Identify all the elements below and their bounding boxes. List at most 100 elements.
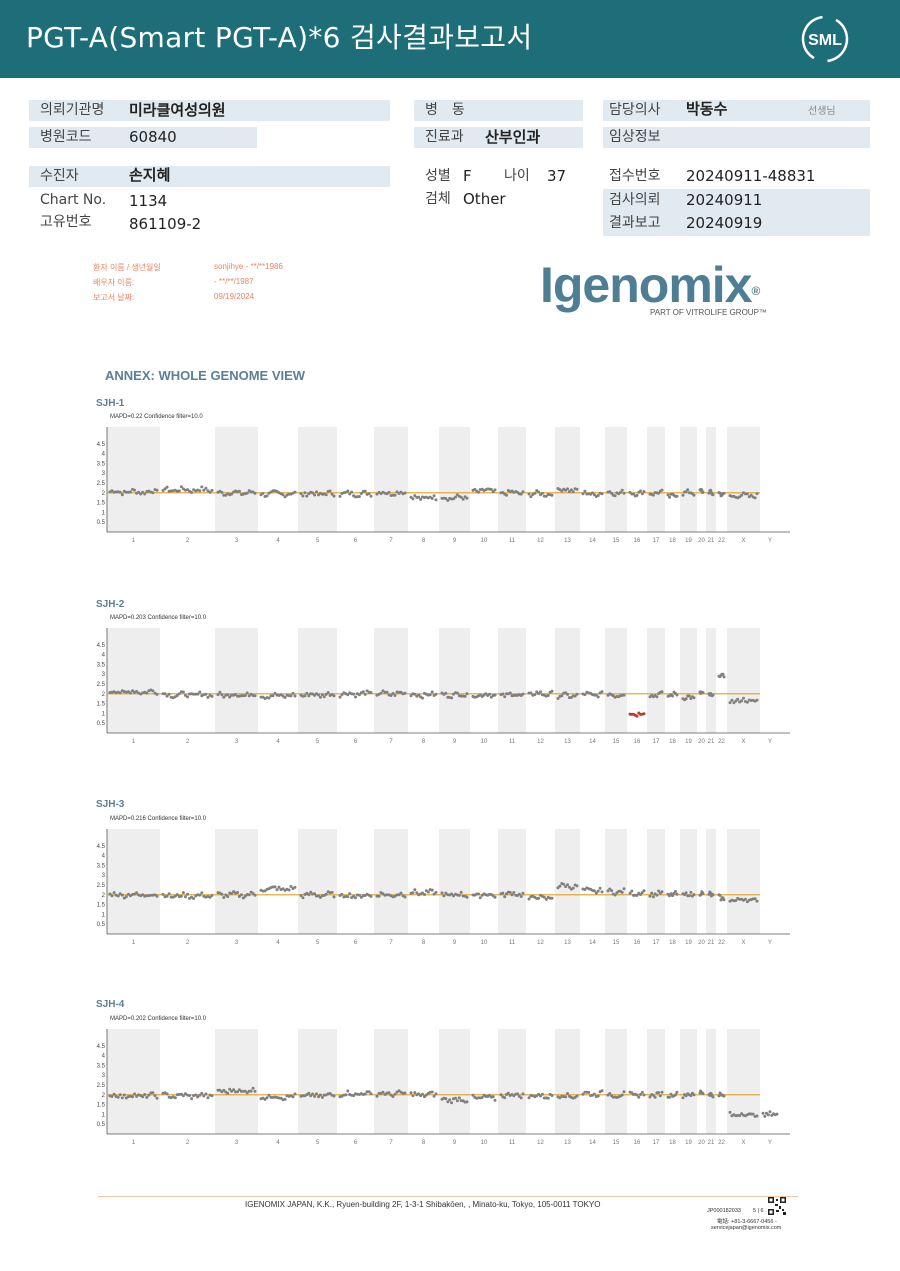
copy-number-point [635,893,639,897]
chromosome-band [555,427,580,532]
copy-number-point [143,492,147,496]
y-tick-label: 2 [102,1093,106,1099]
x-tick-label: 13 [564,739,571,745]
chart-no-value: 1134 [129,192,168,210]
copy-number-point [465,1100,469,1104]
y-tick-label: 2 [102,893,106,899]
copy-number-point [768,1110,772,1114]
igenomix-logo: Igenomix® [540,257,760,313]
copy-number-point [711,893,715,897]
chromosome-points-9 [440,1096,469,1105]
copy-number-point [639,489,642,493]
copy-number-point [287,888,291,892]
copy-number-point [751,1112,755,1116]
copy-number-point [671,694,674,698]
copy-number-point [651,895,655,899]
copy-number-point [686,488,690,492]
copy-number-point [430,888,434,892]
copy-number-point [684,1094,688,1098]
copy-number-point [133,1092,136,1096]
chromosome-points-22 [717,672,726,679]
copy-number-point [243,694,247,697]
copy-number-point [357,693,361,697]
x-tick-label: 12 [537,538,544,544]
y-tick-label: 2 [102,692,106,698]
meta-report-date-value: 09/19/2024 [214,292,255,301]
x-tick-label: 1 [132,739,136,745]
chromosome-points-16 [628,489,646,498]
copy-number-point [630,889,634,893]
copy-number-point [326,691,330,695]
copy-number-point [239,893,243,897]
copy-number-point [167,692,171,696]
chromosome-points-16 [628,711,646,718]
copy-number-point [566,1092,569,1095]
copy-number-point [566,487,569,491]
chromosome-points-14 [581,886,604,895]
copy-number-point [722,491,726,495]
x-tick-label: 13 [564,538,571,544]
copy-number-point [674,1093,677,1097]
x-tick-label: 8 [422,940,426,946]
annex-title: ANNEX: WHOLE GENOME VIEW [105,368,306,383]
copy-number-point [533,693,537,697]
copy-number-point [253,694,257,698]
chromosome-points-7 [375,891,407,899]
x-tick-label: 22 [718,739,725,745]
copy-number-point [346,489,350,493]
copy-number-point [657,491,661,495]
chromosome-band [215,427,258,532]
chromosome-band [605,1029,627,1134]
copy-number-point [324,493,328,497]
copy-number-point [226,1091,230,1095]
copy-number-point [163,487,167,491]
copy-number-point [293,885,297,889]
copy-number-point [598,886,602,890]
copy-number-point [722,1094,726,1098]
copy-number-point [675,693,679,697]
copy-number-point [369,1092,373,1096]
copy-number-point [165,694,169,698]
y-tick-label: 4.5 [97,844,106,850]
patient-value: 손지혜 [129,166,171,184]
copy-number-point [499,1093,503,1097]
copy-number-point [198,489,202,493]
copy-number-point [261,491,265,495]
copy-number-point [546,1096,550,1100]
copy-number-point [196,1095,200,1099]
copy-number-point [234,693,237,696]
copy-number-point [108,892,112,896]
copy-number-point [348,892,352,896]
copy-number-point [430,1090,434,1094]
copy-number-point [359,895,363,899]
chromosome-points-12 [527,689,554,698]
chromosome-points-22 [717,893,726,902]
footer-email: servicejapan@igenomix.com [711,1225,782,1231]
x-tick-label: 11 [509,538,516,544]
copy-number-point [175,694,179,697]
copy-number-point [175,893,179,897]
copy-number-point [141,1095,145,1099]
copy-number-point [181,690,185,694]
copy-number-point [245,491,249,495]
meta-patient-label: 환자 이름 / 생년월일 [93,263,161,272]
copy-number-point [247,893,251,897]
copy-number-point [493,895,497,899]
chromosome-band [647,829,665,934]
copy-number-point [521,891,525,895]
copy-number-point [681,1096,685,1100]
copy-number-point [674,890,677,893]
clinical-label: 임상정보 [609,129,661,145]
copy-number-point [120,493,124,497]
x-tick-label: 18 [669,940,676,946]
chromosome-points-3 [216,690,257,699]
copy-number-point [346,895,350,899]
chromosome-points-3 [216,890,257,900]
footer-address: IGENOMIX JAPAN, K.K., Ryuen-building 2F,… [245,1200,601,1209]
copy-number-point [510,893,514,897]
chromosome-points-16 [628,889,646,897]
chromosome-points-15 [606,1090,626,1099]
y-tick-label: 3.5 [97,1063,106,1069]
copy-number-point [200,1091,204,1095]
sex-value: F [463,167,472,185]
